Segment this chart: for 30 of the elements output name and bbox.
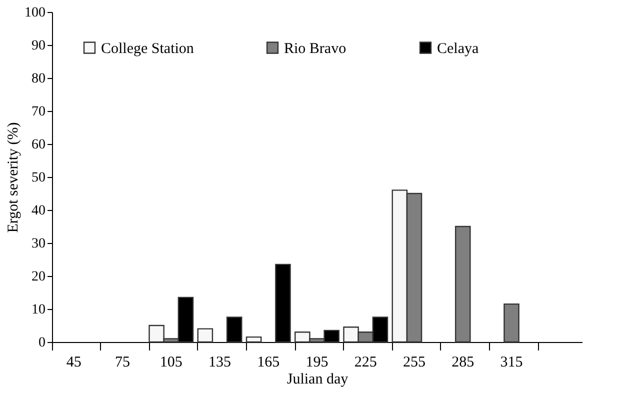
- x-tick-label: 75: [115, 354, 130, 370]
- bar: [246, 336, 262, 343]
- legend-label: College Station: [101, 40, 194, 57]
- x-tick-label: 45: [66, 354, 82, 370]
- x-tick-label: 225: [354, 354, 377, 370]
- legend-label: Celaya: [437, 40, 479, 57]
- x-tick-label: 135: [208, 354, 231, 370]
- y-tick-label: 30: [32, 236, 46, 252]
- y-axis-title: Ergot severity (%): [6, 122, 22, 233]
- y-tick-label: 50: [32, 170, 46, 186]
- y-tick-label: 70: [32, 104, 46, 120]
- y-tick-label: 90: [32, 38, 46, 54]
- x-axis-title: Julian day: [286, 372, 349, 388]
- legend-label: Rio Bravo: [284, 40, 346, 57]
- y-tick-label: 100: [24, 6, 46, 20]
- y-tick-label: 10: [32, 302, 46, 318]
- x-tick-label: 255: [403, 354, 426, 370]
- x-tick-label: 195: [306, 354, 328, 370]
- y-tick-label: 20: [32, 270, 46, 284]
- bar: [504, 303, 520, 343]
- bar: [454, 226, 471, 343]
- x-tick-label: 105: [160, 354, 182, 370]
- y-tick-label: 40: [32, 204, 46, 218]
- bar: [197, 328, 214, 343]
- x-tick-label: 165: [257, 354, 280, 370]
- x-tick-label: 285: [452, 354, 474, 370]
- y-tick-label: 0: [38, 336, 46, 350]
- y-tick-label: 60: [32, 138, 46, 152]
- x-tick-label: 315: [500, 354, 523, 370]
- y-tick-label: 80: [32, 72, 46, 86]
